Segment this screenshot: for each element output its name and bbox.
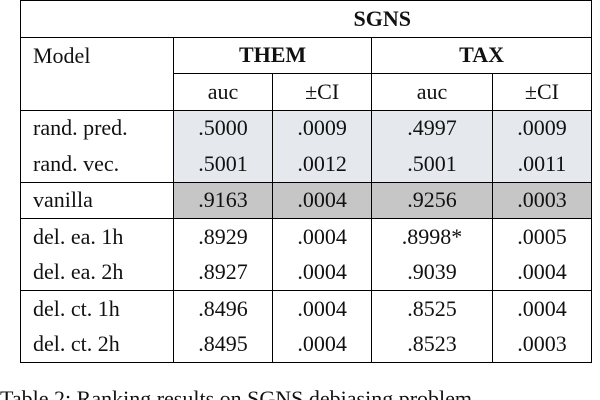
value-cell: .8525 [371, 290, 493, 327]
value-cell: .4997 [371, 110, 493, 146]
data-row: del. ea. 1h .8929.0004.8998* .0005 [20, 218, 592, 255]
group-cell: TAX [371, 37, 592, 74]
value-cell: .0011 [491, 146, 592, 182]
data-row: vanilla .9163.0004.9256.0003 [20, 181, 592, 219]
header-row: SGNS [20, 0, 592, 38]
value-cell: .9163 [173, 181, 273, 219]
value-cell: .8495 [198, 331, 248, 357]
value-cell: .0004 [272, 218, 372, 255]
subheader: auc [173, 73, 273, 111]
value-cell: .8496 [173, 290, 273, 327]
value-cell: .0004 [272, 181, 372, 219]
value-cell: .8998* [371, 218, 493, 255]
data-row: del. ct. 2h .8495 .0004.8523.0003 [20, 326, 592, 363]
results-table: SGNS Model THEM TAX auc ±CI auc ±CI rand… [20, 0, 592, 363]
value-cell: .5001 [173, 146, 273, 182]
subheader: ±CI [491, 73, 592, 111]
value-cell: .0003 [491, 326, 592, 363]
value-cell: .0003 [491, 181, 592, 219]
value-cell: .8929 [173, 218, 273, 255]
group-label: TAX [459, 42, 504, 68]
group-label: THEM [238, 42, 307, 68]
empty-cell [20, 73, 174, 111]
subheader: ±CI [272, 73, 372, 111]
value-cell: .0004 [491, 254, 592, 291]
value-cell: .0004 [272, 290, 372, 327]
model-name: vanilla [20, 181, 174, 219]
model-header: Model [20, 37, 174, 74]
caption: Table 2: Ranking results on SGNS debiasi… [0, 386, 473, 400]
subheader-row: auc ±CI auc ±CI [20, 73, 592, 111]
table-title: SGNS [353, 5, 411, 31]
value-cell: .8523 [371, 326, 493, 363]
value-cell: .0005 [491, 218, 592, 255]
value-cell: .9039 [371, 254, 493, 291]
group-cell: THEM [173, 37, 372, 74]
value-cell: .5001 [371, 146, 493, 182]
value-cell: .0004 [491, 290, 592, 327]
model-name: del. ea. 2h [20, 254, 174, 291]
subheader: auc [371, 73, 493, 111]
group-row: Model THEM TAX [20, 37, 592, 74]
value-cell: .5000 [173, 110, 273, 146]
model-name: rand. vec. [20, 146, 174, 182]
value-cell: .0012 [272, 146, 372, 182]
value-cell: .9256 [371, 181, 493, 219]
value-cell: .8927 [198, 259, 248, 285]
model-name: del. ct. 1h [20, 290, 174, 327]
value-cell: .0009 [491, 110, 592, 146]
value-cell: .0009 [272, 110, 372, 146]
data-row: del. ct. 1h .8496.0004.8525.0004 [20, 290, 592, 327]
data-row: del. ea. 2h .8927 .0004.9039.0004 [20, 254, 592, 291]
data-row: rand. pred. .5000.0009.4997.0009 [20, 110, 592, 146]
value-cell: .0004 [272, 254, 372, 291]
model-name: rand. pred. [20, 110, 174, 146]
model-name: del. ct. 2h [20, 326, 174, 363]
title-cell: SGNS [173, 0, 592, 38]
value-cell: .0004 [272, 326, 372, 363]
data-row: rand. vec. .5001.0012.5001.0011 [20, 146, 592, 182]
empty-cell [20, 0, 174, 38]
model-name: del. ea. 1h [20, 218, 174, 255]
